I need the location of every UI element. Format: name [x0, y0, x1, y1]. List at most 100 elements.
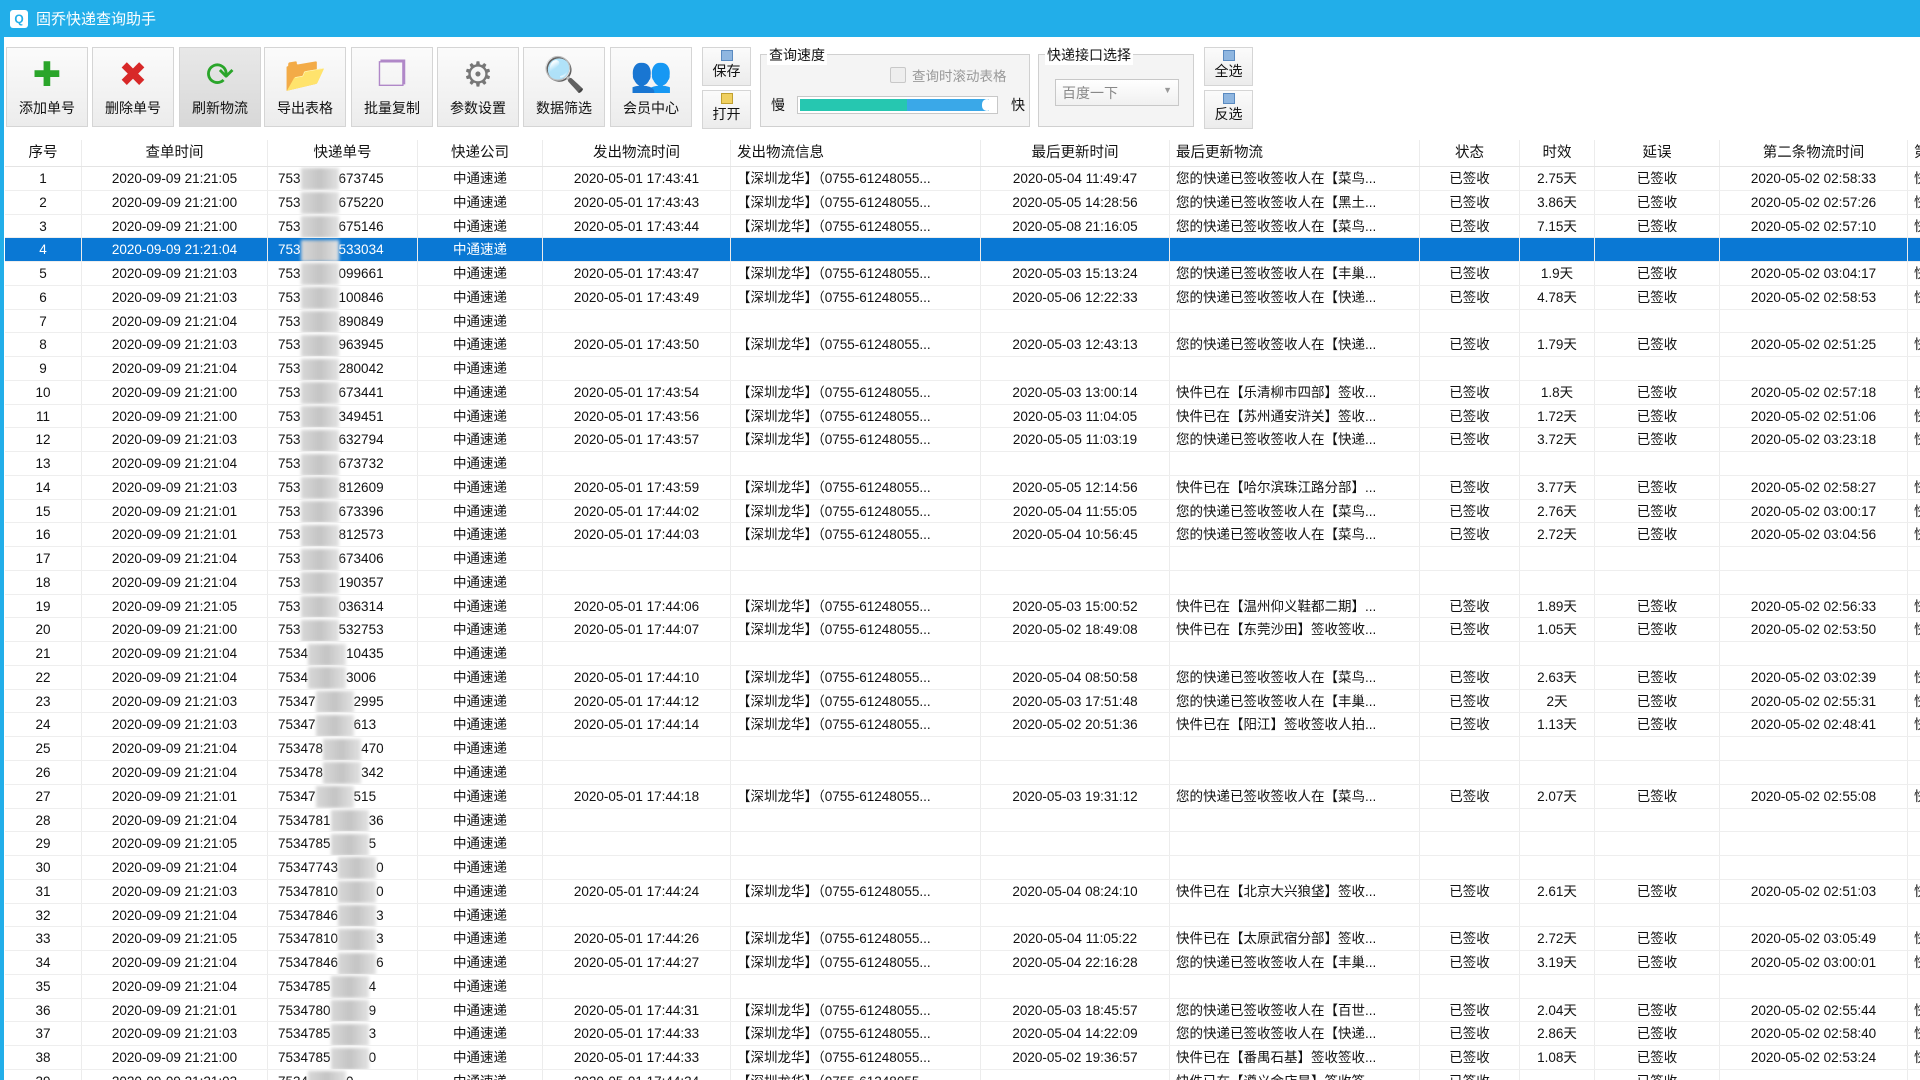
cell-sent-time: 2020-05-01 17:43:50 [543, 333, 731, 357]
cell-next-col: 快 [1908, 785, 1920, 808]
table-row[interactable]: 27 2020-09-09 21:21:01 75347 515 中通速递 2020-05… [5, 784, 1920, 809]
table-row[interactable]: 18 2020-09-09 21:21:04 753 190357 中通速递 [5, 570, 1920, 595]
table-row[interactable]: 24 2020-09-09 21:21:03 75347 613 中通速递 2020-05… [5, 713, 1920, 738]
toolbar-button-plus[interactable]: ✚ 添加单号 [6, 47, 88, 127]
invert-select-button[interactable]: 反选 [1204, 90, 1253, 129]
table-row[interactable]: 33 2020-09-09 21:21:05 75347810 3 中通速递 2020-0… [5, 927, 1920, 952]
table-row[interactable]: 2 2020-09-09 21:21:00 753 675220 中通速递 2020-05… [5, 190, 1920, 215]
table-row[interactable]: 32 2020-09-09 21:21:04 75347846 3 中通速递 [5, 903, 1920, 928]
table-row[interactable]: 20 2020-09-09 21:21:00 753 532753 中通速递 2020-0… [5, 618, 1920, 643]
redaction-blur [300, 596, 339, 618]
tracking-prefix: 753 [278, 242, 301, 258]
table-row[interactable]: 392020-09-09 21:21:03 7534 0 中通速递2020-05-01… [5, 1069, 1920, 1080]
table-row[interactable]: 3 2020-09-09 21:21:00 753 675146 中通速递 2020-05… [5, 214, 1920, 239]
column-header-courier[interactable]: 快递公司 [418, 140, 543, 166]
cell-query-time: 2020-09-09 21:21:03 [82, 689, 268, 713]
table-row[interactable]: 5 2020-09-09 21:21:03 753 099661 中通速递 2020-05… [5, 262, 1920, 286]
table-row[interactable]: 6 2020-09-09 21:21:03 753 100846 中通速递 2020-05… [5, 285, 1920, 310]
toolbar-button-export-folder[interactable]: 📂 导出表格 [264, 47, 346, 127]
column-header-query-time[interactable]: 查单时间 [82, 140, 268, 166]
cell-courier: 中通速递 [418, 665, 543, 689]
column-header-delay[interactable]: 延误 [1595, 140, 1720, 166]
table-row[interactable]: 9 2020-09-09 21:21:04 753 280042 中通速递 [5, 357, 1920, 381]
tracking-prefix: 753 [278, 408, 301, 424]
cell-status: 已签收 [1420, 190, 1520, 214]
results-table[interactable]: 序号 查单时间 快递单号 快递公司 发出物流时间 发出物流信息 最后更新时间 最后更新物流 状态… [5, 140, 1920, 1080]
cell-duration [1520, 642, 1595, 665]
table-row[interactable]: 25 2020-09-09 21:21:04 753478 470 中通速递 [5, 737, 1920, 761]
column-header-last-update-time[interactable]: 最后更新时间 [981, 140, 1170, 166]
table-row[interactable]: 28 2020-09-09 21:21:04 7534781 36 中通速递 [5, 808, 1920, 833]
speed-slider[interactable] [797, 96, 998, 114]
checkbox-box[interactable] [890, 67, 906, 83]
table-row[interactable]: 11 2020-09-09 21:21:00 753 349451 中通速递 2020-0… [5, 404, 1920, 429]
api-select-dropdown[interactable]: 百度一下 ▼ [1055, 79, 1179, 106]
scroll-table-checkbox[interactable]: 查询时滚动表格 [890, 65, 1007, 85]
cell-sent-info: 【深圳龙华】（0755-61248055... [731, 167, 981, 190]
column-header-duration[interactable]: 时效 [1520, 140, 1595, 166]
table-row[interactable]: 4 2020-09-09 21:21:04 753 533034 中通速递 [5, 238, 1920, 263]
table-row[interactable]: 23 2020-09-09 21:21:03 75347 2995 中通速递 2020-0… [5, 689, 1920, 714]
cell-tracking-number: 753 533034 [268, 238, 418, 262]
cell-last-update-info [1170, 903, 1420, 927]
table-row[interactable]: 22 2020-09-09 21:21:04 7534 3006 中通速递 2020-05… [5, 665, 1920, 690]
toolbar-button-search-folder[interactable]: 🔍 数据筛选 [523, 47, 605, 127]
table-row[interactable]: 19 2020-09-09 21:21:05 753 036314 中通速递 2020-0… [5, 594, 1920, 619]
tracking-suffix: 532753 [338, 622, 384, 638]
table-row[interactable]: 17 2020-09-09 21:21:04 753 673406 中通速递 [5, 547, 1920, 571]
table-row[interactable]: 34 2020-09-09 21:21:04 75347846 6 中通速递 2020-0… [5, 951, 1920, 975]
toolbar-button-refresh[interactable]: ⟳ 刷新物流 [179, 47, 261, 127]
table-row[interactable]: 10 2020-09-09 21:21:00 753 673441 中通速递 2020-0… [5, 380, 1920, 405]
cell-last-update-time: 2020-05-03 13:00:14 [981, 380, 1170, 404]
open-label: 打开 [712, 106, 741, 122]
cell-duration: 1.79天 [1520, 333, 1595, 357]
column-header-sent-info[interactable]: 发出物流信息 [731, 140, 981, 166]
cell-tracking-number: 753 673406 [268, 547, 418, 570]
table-row[interactable]: 15 2020-09-09 21:21:01 753 673396 中通速递 2020-0… [5, 499, 1920, 524]
table-row[interactable]: 35 2020-09-09 21:21:04 7534785 4 中通速递 [5, 974, 1920, 999]
table-row[interactable]: 21 2020-09-09 21:21:04 7534 10435 中通速递 [5, 642, 1920, 666]
open-button[interactable]: 打开 [702, 90, 751, 129]
column-header-next-col[interactable]: 第 [1908, 140, 1920, 166]
column-header-second-time[interactable]: 第二条物流时间 [1720, 140, 1908, 166]
column-header-sent-time[interactable]: 发出物流时间 [543, 140, 731, 166]
toolbar-button-gear[interactable]: ⚙ 参数设置 [437, 47, 519, 127]
cell-status [1420, 547, 1520, 570]
select-all-button[interactable]: 全选 [1204, 47, 1253, 86]
slider-handle[interactable] [982, 99, 993, 111]
column-header-status[interactable]: 状态 [1420, 140, 1520, 166]
table-row[interactable]: 29 2020-09-09 21:21:05 7534785 5 中通速递 [5, 832, 1920, 857]
table-row[interactable]: 38 2020-09-09 21:21:00 7534785 0 中通速递 2020-05… [5, 1046, 1920, 1070]
table-row[interactable]: 37 2020-09-09 21:21:03 7534785 3 中通速递 2020-05… [5, 1022, 1920, 1047]
toolbar-button-delete-x[interactable]: ✖ 删除单号 [92, 47, 174, 127]
table-row[interactable]: 12 2020-09-09 21:21:03 753 632794 中通速递 2020-0… [5, 428, 1920, 453]
toolbar-button-users[interactable]: 👥 会员中心 [610, 47, 692, 127]
table-row[interactable]: 13 2020-09-09 21:21:04 753 673732 中通速递 [5, 452, 1920, 476]
table-row[interactable]: 8 2020-09-09 21:21:03 753 963945 中通速递 2020-05… [5, 333, 1920, 358]
table-row[interactable]: 30 2020-09-09 21:21:04 75347743 0 中通速递 [5, 856, 1920, 880]
column-header-tracking-number[interactable]: 快递单号 [268, 140, 418, 166]
toolbar-button-copy[interactable]: ❐ 批量复制 [351, 47, 433, 127]
table-row[interactable]: 31 2020-09-09 21:21:03 75347810 0 中通速递 2020-0… [5, 879, 1920, 904]
cell-sent-time: 2020-05-01 17:43:57 [543, 428, 731, 452]
table-row[interactable]: 16 2020-09-09 21:21:01 753 812573 中通速递 2020-0… [5, 523, 1920, 548]
table-row[interactable]: 7 2020-09-09 21:21:04 753 890849 中通速递 [5, 309, 1920, 334]
cell-last-update-info: 您的快递已签收签收人在【菜鸟... [1170, 167, 1420, 190]
cell-sent-time [543, 547, 731, 570]
cell-seq: 13 [5, 452, 82, 475]
tracking-prefix: 7534785 [278, 1050, 331, 1066]
table-row[interactable]: 26 2020-09-09 21:21:04 753478 342 中通速递 [5, 761, 1920, 785]
cell-sent-time [543, 570, 731, 594]
cell-status: 已签收 [1420, 380, 1520, 404]
cell-duration: 4.78天 [1520, 285, 1595, 309]
table-row[interactable]: 1 2020-09-09 21:21:05 753 673745 中通速递 2020-05… [5, 167, 1920, 191]
save-button[interactable]: 保存 [702, 47, 751, 86]
cell-next-col: 快 [1908, 1022, 1920, 1045]
table-row[interactable]: 36 2020-09-09 21:21:01 7534780 9 中通速递 2020-05… [5, 998, 1920, 1023]
column-header-last-update-info[interactable]: 最后更新物流 [1170, 140, 1420, 166]
tracking-prefix: 753478 [278, 741, 324, 757]
column-header-seq[interactable]: 序号 [5, 140, 82, 166]
table-row[interactable]: 14 2020-09-09 21:21:03 753 812609 中通速递 2020-0… [5, 475, 1920, 500]
tracking-suffix: 36 [368, 812, 384, 828]
cell-query-time: 2020-09-09 21:21:04 [82, 547, 268, 570]
